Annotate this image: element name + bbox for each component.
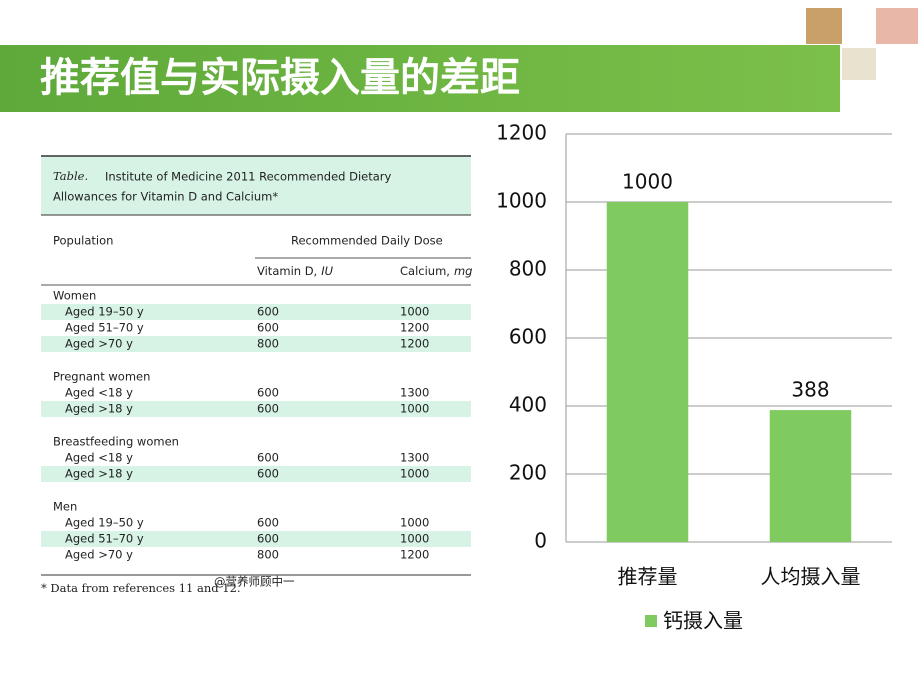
column-unit: mg [454, 264, 473, 278]
table-cell: 800 [257, 337, 279, 351]
chart: 0 200 400 600 800 1000 1200 推荐量 1000 人均摄入量 388 钙摄入量 [496, 121, 892, 633]
footnote: * Data from references 11 and 12. [41, 581, 241, 595]
table-cell: Aged 19–50 y [65, 305, 144, 319]
y-tick-label: 600 [509, 325, 547, 349]
table-cell: 1200 [400, 548, 429, 562]
group-label: Pregnant women [53, 370, 150, 384]
column-header: Vitamin D, IU [257, 264, 334, 278]
caption: Allowances for Vitamin D and Calcium* [53, 190, 278, 204]
food-image [876, 8, 918, 44]
x-tick-label: 推荐量 [618, 565, 678, 589]
food-image [842, 48, 876, 80]
table-cell: 800 [257, 548, 279, 562]
table-cell: 1200 [400, 337, 429, 351]
table-cell: 1000 [400, 532, 429, 546]
bar [606, 202, 689, 542]
table: Table. Institute of Medicine 2011 Recomme… [41, 155, 472, 595]
table-cell: Aged 19–50 y [65, 516, 144, 530]
table-cell: Aged 51–70 y [65, 321, 144, 335]
header-cell: Recommended Daily Dose [291, 234, 443, 248]
y-tick-label: 200 [509, 461, 547, 485]
table-cell: 600 [257, 386, 279, 400]
table-cell: Aged >18 y [65, 467, 133, 481]
data-label: 1000 [622, 170, 673, 194]
table-cell: 1000 [400, 402, 429, 416]
y-tick-label: 1200 [496, 121, 547, 145]
group-label: Women [53, 289, 96, 303]
row-shade [41, 531, 471, 547]
table-cell: 600 [257, 321, 279, 335]
food-image [806, 8, 842, 44]
column-name: Vitamin D, [257, 264, 317, 278]
caption: Institute of Medicine 2011 Recommended D… [105, 170, 392, 184]
group-label: Men [53, 500, 77, 514]
table-cell: 600 [257, 532, 279, 546]
caption-label: Table. [53, 169, 88, 183]
group-label: Breastfeeding women [53, 435, 179, 449]
table-cell: 600 [257, 451, 279, 465]
table-cell: Aged <18 y [65, 451, 133, 465]
watermark: @营养师顾中一 [214, 575, 295, 589]
table-cell: 600 [257, 467, 279, 481]
header-bar [0, 45, 840, 112]
table-cell: 600 [257, 516, 279, 530]
header-cell: Population [53, 234, 113, 248]
legend-label: 钙摄入量 [663, 609, 743, 633]
slide-title: 推荐值与实际摄入量的差距 [40, 55, 520, 101]
row-shade [41, 304, 471, 320]
table-cell: 1200 [400, 321, 429, 335]
table-cell: Aged >70 y [65, 337, 133, 351]
y-tick-label: 1000 [496, 189, 547, 213]
column-unit: IU [321, 264, 333, 278]
y-tick-label: 0 [534, 529, 547, 553]
column-name: Calcium, [400, 264, 450, 278]
table-cell: 1300 [400, 451, 429, 465]
table-cell: 1000 [400, 516, 429, 530]
bar [769, 410, 852, 542]
x-tick-label: 人均摄入量 [761, 565, 861, 589]
legend-swatch [645, 615, 657, 627]
column-header: Calcium, mg [400, 264, 472, 278]
table-cell: 600 [257, 305, 279, 319]
row-shade [41, 401, 471, 417]
table-cell: Aged >18 y [65, 402, 133, 416]
y-tick-label: 800 [509, 257, 547, 281]
data-label: 388 [791, 378, 829, 402]
table-cell: 600 [257, 402, 279, 416]
table-cell: Aged <18 y [65, 386, 133, 400]
row-shade [41, 336, 471, 352]
row-shade [41, 466, 471, 482]
table-cell: Aged 51–70 y [65, 532, 144, 546]
caption-band [41, 156, 471, 215]
table-cell: 1000 [400, 305, 429, 319]
table-cell: Aged >70 y [65, 548, 133, 562]
table-cell: 1000 [400, 467, 429, 481]
y-tick-label: 400 [509, 393, 547, 417]
table-cell: 1300 [400, 386, 429, 400]
